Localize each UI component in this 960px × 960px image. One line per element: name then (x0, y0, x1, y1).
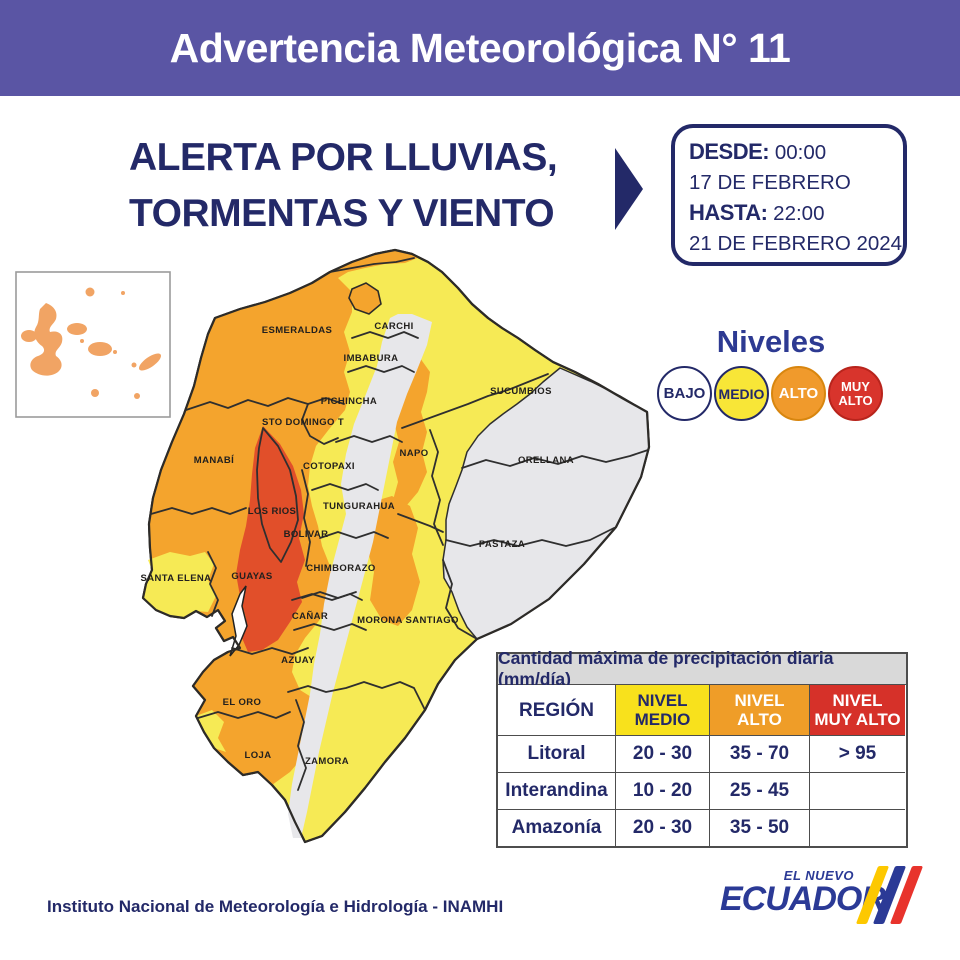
institution-name: Instituto Nacional de Meteorología e Hid… (47, 897, 504, 916)
period-to-line: HASTA: 22:00 (689, 198, 889, 229)
levels-legend: BAJO MEDIO ALTO MUY ALTO (657, 366, 883, 421)
province-label-chimborazo: CHIMBORAZO (306, 563, 375, 574)
nivel-medio-line1: NIVEL (637, 691, 688, 710)
province-label-los-rios: LOS RIOS (248, 506, 297, 517)
table-cell-litoral-muy-alto: > 95 (810, 736, 905, 773)
table-cell-region-litoral: Litoral (498, 736, 616, 773)
table-cell-interandina-muy-alto (810, 773, 905, 810)
level-badge-bajo: BAJO (657, 366, 712, 421)
column-header-region: REGIÓN (498, 685, 616, 736)
period-from-line: DESDE: 00:00 (689, 137, 889, 168)
nivel-muy-alto-line1: NIVEL (832, 691, 883, 710)
logo-flag-stripes (855, 866, 924, 926)
column-header-region-text: REGIÓN (519, 699, 594, 721)
period-to-date: 21 DE FEBRERO 2024 (689, 232, 903, 255)
nivel-muy-alto-line2: MUY ALTO (814, 710, 901, 729)
to-time: 22:00 (767, 202, 825, 225)
province-label-guayas: GUAYAS (231, 571, 272, 582)
title-banner: Advertencia Meteorológica N° 11 (0, 0, 960, 96)
levels-legend-title: Niveles (716, 324, 826, 359)
province-label-orellana: ORELLANA (518, 455, 574, 466)
alert-zone-medio-patches (143, 552, 226, 752)
galapagos-inset (15, 271, 171, 418)
province-label-pichincha: PICHINCHA (321, 396, 377, 407)
galapagos-islands (21, 287, 162, 399)
guayas-estuary (229, 585, 248, 657)
province-label-tungurahua: TUNGURAHUA (323, 501, 395, 512)
province-label-carchi: CARCHI (374, 321, 413, 332)
level-badge-muy-alto: MUY ALTO (828, 366, 883, 421)
table-cell-amazonia-alto: 35 - 50 (710, 810, 810, 846)
province-label-pastaza: PASTAZA (479, 539, 525, 550)
column-header-nivel-muy-alto: NIVEL MUY ALTO (810, 685, 905, 736)
logo-ecuador-text: ECUADOR (720, 880, 886, 918)
pointer-arrow-icon (615, 148, 643, 230)
banner-title: Advertencia Meteorológica N° 11 (169, 24, 791, 71)
table-cell-amazonia-medio: 20 - 30 (616, 810, 710, 846)
headline-line1: ALERTA POR LLUVIAS, (129, 130, 558, 186)
validity-period-box: DESDE: 00:00 17 DE FEBRERO HASTA: 22:00 … (671, 124, 907, 266)
column-header-nivel-alto: NIVEL ALTO (710, 685, 810, 736)
province-label-santa-elena: SANTA ELENA (141, 573, 212, 584)
province-label-el-oro: EL ORO (223, 697, 262, 708)
to-label: HASTA: (689, 200, 768, 225)
province-label-bolivar: BOLIVAR (284, 529, 329, 540)
el-nuevo-ecuador-logo: EL NUEVO ECUADOR (720, 866, 924, 930)
nivel-medio-line2: MEDIO (634, 710, 691, 729)
table-cell-litoral-medio: 20 - 30 (616, 736, 710, 773)
alert-zone-muy-alto (236, 426, 305, 652)
from-time: 00:00 (769, 141, 827, 164)
province-label-imbabura: IMBABURA (344, 353, 399, 364)
precipitation-table-title: Cantidad máxima de precipitación diaria … (498, 648, 906, 689)
from-label: DESDE: (689, 139, 770, 164)
table-cell-litoral-alto: 35 - 70 (710, 736, 810, 773)
level-badge-medio: MEDIO (714, 366, 769, 421)
table-cell-amazonia-muy-alto (810, 810, 905, 846)
nivel-alto-line2: ALTO (737, 710, 782, 729)
headline-line2: TORMENTAS Y VIENTO (129, 192, 555, 235)
province-label-loja: LOJA (245, 750, 272, 761)
province-label-sto-domingo: STO DOMINGO T (262, 417, 344, 428)
province-label-azuay: AZUAY (281, 655, 315, 666)
alert-headline: ALERTA POR LLUVIAS, TORMENTAS Y VIENTO (129, 130, 558, 242)
logo-el-nuevo-text: EL NUEVO (783, 868, 854, 883)
province-label-cotopaxi: COTOPAXI (303, 461, 355, 472)
table-cell-interandina-alto: 25 - 45 (710, 773, 810, 810)
headline-line1-emphasis: LLUVIAS, (383, 136, 558, 179)
province-label-esmeraldas: ESMERALDAS (262, 325, 333, 336)
province-label-canar: CAÑAR (292, 611, 328, 622)
precipitation-table-grid: REGIÓN NIVEL MEDIO NIVEL ALTO NIVEL MUY ALT… (498, 685, 906, 846)
province-label-manabi: MANABÍ (194, 455, 234, 466)
period-from-date: 17 DE FEBRERO (689, 171, 851, 194)
coastline (141, 248, 651, 844)
province-borders (150, 257, 649, 791)
precipitation-table: Cantidad máxima de precipitación diaria … (496, 648, 908, 848)
province-label-zamora: ZAMORA (305, 756, 349, 767)
table-cell-interandina-medio: 10 - 20 (616, 773, 710, 810)
headline-line1-prefix: ALERTA POR (129, 136, 384, 179)
province-label-morona-santiago: MORONA SANTIAGO (357, 615, 459, 626)
nivel-alto-line1: NIVEL (734, 691, 785, 710)
province-label-sucumbios: SUCUMBIOS (490, 386, 552, 397)
table-cell-region-amazonia: Amazonía (498, 810, 616, 846)
province-label-napo: NAPO (399, 448, 428, 459)
level-badge-muy-alto-label: MUY ALTO (838, 378, 873, 408)
level-badge-alto: ALTO (771, 366, 826, 421)
province-labels: ESMERALDAS CARCHI IMBABURA PICHINCHA STO… (141, 321, 574, 767)
table-cell-region-interandina: Interandina (498, 773, 616, 810)
column-header-nivel-medio: NIVEL MEDIO (616, 685, 710, 736)
